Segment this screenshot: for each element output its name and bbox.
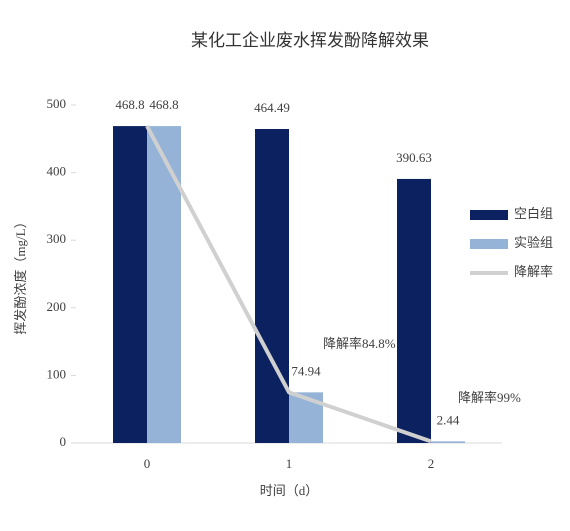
x-tick-label: 2 bbox=[428, 456, 435, 471]
y-tick-label: 500 bbox=[47, 96, 67, 111]
legend-swatch bbox=[470, 239, 508, 249]
bar bbox=[113, 126, 147, 444]
annotation: 降解率84.8% bbox=[323, 336, 396, 351]
data-label: 2.44 bbox=[437, 412, 460, 427]
data-label: 468.8 bbox=[149, 97, 178, 112]
data-label: 468.8 bbox=[115, 97, 144, 112]
y-tick-label: 200 bbox=[47, 299, 67, 314]
data-label: 390.63 bbox=[396, 150, 432, 165]
bar bbox=[431, 441, 465, 443]
x-tick-label: 1 bbox=[286, 456, 293, 471]
data-label: 464.49 bbox=[254, 100, 290, 115]
line bbox=[145, 125, 432, 444]
annotation: 降解率99% bbox=[458, 390, 521, 405]
y-axis-label: 挥发酚浓度（mg/L） bbox=[13, 215, 28, 334]
x-axis-label: 时间（d） bbox=[260, 483, 319, 498]
bar bbox=[147, 126, 181, 444]
bar bbox=[255, 129, 289, 443]
legend-label: 实验组 bbox=[514, 235, 553, 250]
data-label: 74.94 bbox=[291, 363, 321, 378]
legend-label: 降解率 bbox=[514, 264, 553, 279]
x-tick-label: 0 bbox=[144, 456, 151, 471]
y-tick-label: 300 bbox=[47, 231, 67, 246]
y-tick-label: 0 bbox=[60, 434, 67, 449]
bar bbox=[397, 178, 431, 443]
chart-title: 某化工企业废水挥发酚降解效果 bbox=[191, 31, 429, 50]
legend-label: 空白组 bbox=[514, 206, 553, 221]
y-tick-label: 100 bbox=[47, 366, 67, 381]
y-tick-label: 400 bbox=[47, 164, 67, 179]
legend-swatch bbox=[470, 210, 508, 220]
